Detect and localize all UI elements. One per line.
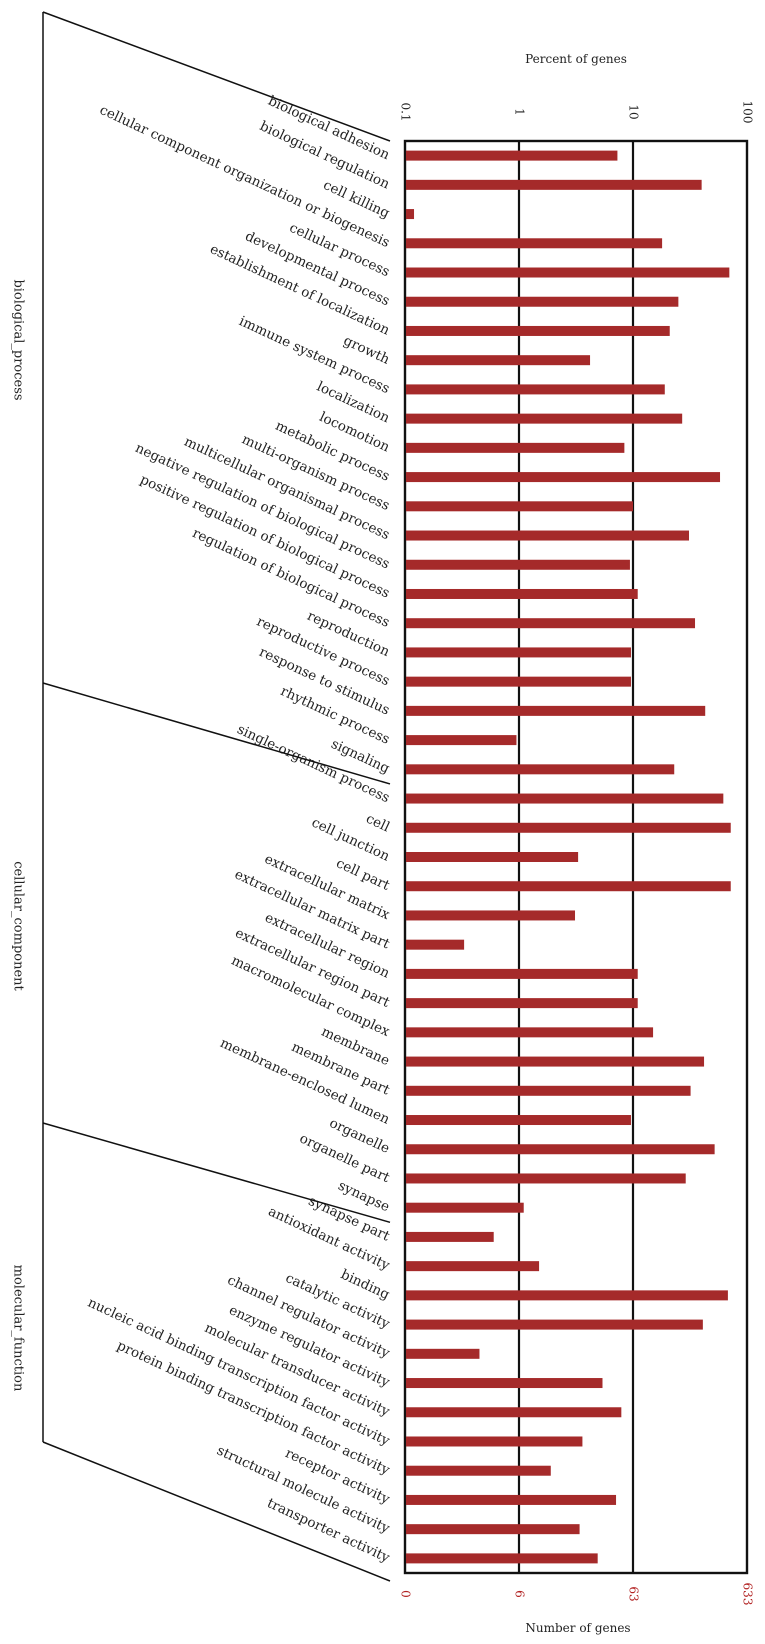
bar-5 [406, 267, 730, 278]
bar-3 [406, 209, 415, 220]
bar-46 [406, 1465, 551, 1476]
bar-11 [406, 442, 625, 453]
group-label: biological_process [11, 279, 26, 400]
top-tick-label: 10 [627, 104, 641, 119]
bottom-tick-label: 6 [513, 1590, 527, 1598]
bar-40 [406, 1290, 728, 1301]
bar-43 [406, 1378, 603, 1389]
bar-30 [406, 998, 638, 1009]
bar-7 [406, 325, 670, 336]
bar-4 [406, 238, 663, 249]
bar-48 [406, 1524, 580, 1535]
top-tick-label: 0.1 [399, 102, 413, 121]
bar-18 [406, 647, 631, 658]
bar-8 [406, 355, 591, 366]
bar-16 [406, 588, 638, 599]
bar-15 [406, 559, 630, 570]
top-tick-label: 100 [741, 101, 755, 124]
top-tick-label: 1 [513, 108, 527, 116]
bar-17 [406, 618, 696, 629]
group-label: molecular_function [11, 1265, 26, 1392]
bar-19 [406, 676, 631, 687]
bar-33 [406, 1085, 691, 1096]
bar-44 [406, 1407, 622, 1418]
bar-24 [406, 822, 731, 833]
bar-41 [406, 1319, 703, 1330]
bar-1 [406, 150, 618, 161]
bar-9 [406, 384, 665, 395]
bar-47 [406, 1494, 617, 1505]
plot-frame [403, 139, 749, 1575]
bar-12 [406, 472, 721, 483]
bar-14 [406, 530, 690, 541]
bar-35 [406, 1144, 715, 1155]
bar-45 [406, 1436, 583, 1447]
top-axis-title: Percent of genes [525, 52, 627, 66]
bar-2 [406, 179, 702, 190]
bar-6 [406, 296, 679, 307]
bar-28 [406, 939, 465, 950]
bottom-axis-title: Number of genes [525, 1621, 630, 1635]
bar-23 [406, 793, 724, 804]
bar-39 [406, 1261, 540, 1272]
group-bracket-line [42, 1122, 391, 1224]
bar-34 [406, 1115, 631, 1126]
group-bracket-line [42, 1441, 391, 1582]
bottom-tick-label: 633 [741, 1583, 755, 1606]
group-bracket-line [42, 11, 391, 142]
bar-49 [406, 1553, 598, 1564]
bar-37 [406, 1202, 524, 1213]
bar-42 [406, 1348, 480, 1359]
bar-31 [406, 1027, 654, 1038]
bar-36 [406, 1173, 686, 1184]
bar-26 [406, 881, 731, 892]
bar-21 [406, 735, 517, 746]
bar-29 [406, 968, 638, 979]
bar-32 [406, 1056, 705, 1067]
bar-38 [406, 1231, 494, 1242]
category-label: cell [363, 811, 392, 836]
bar-27 [406, 910, 576, 921]
bar-25 [406, 852, 579, 862]
bar-20 [406, 705, 706, 716]
bar-22 [406, 764, 675, 775]
bar-13 [406, 501, 633, 512]
bottom-tick-label: 0 [399, 1590, 413, 1598]
group-label: cellular_component [11, 861, 26, 991]
bar-10 [406, 413, 683, 424]
bottom-tick-label: 63 [627, 1586, 641, 1601]
category-label: cellular component organization or bioge… [97, 102, 392, 251]
group-bracket-line [42, 682, 391, 785]
